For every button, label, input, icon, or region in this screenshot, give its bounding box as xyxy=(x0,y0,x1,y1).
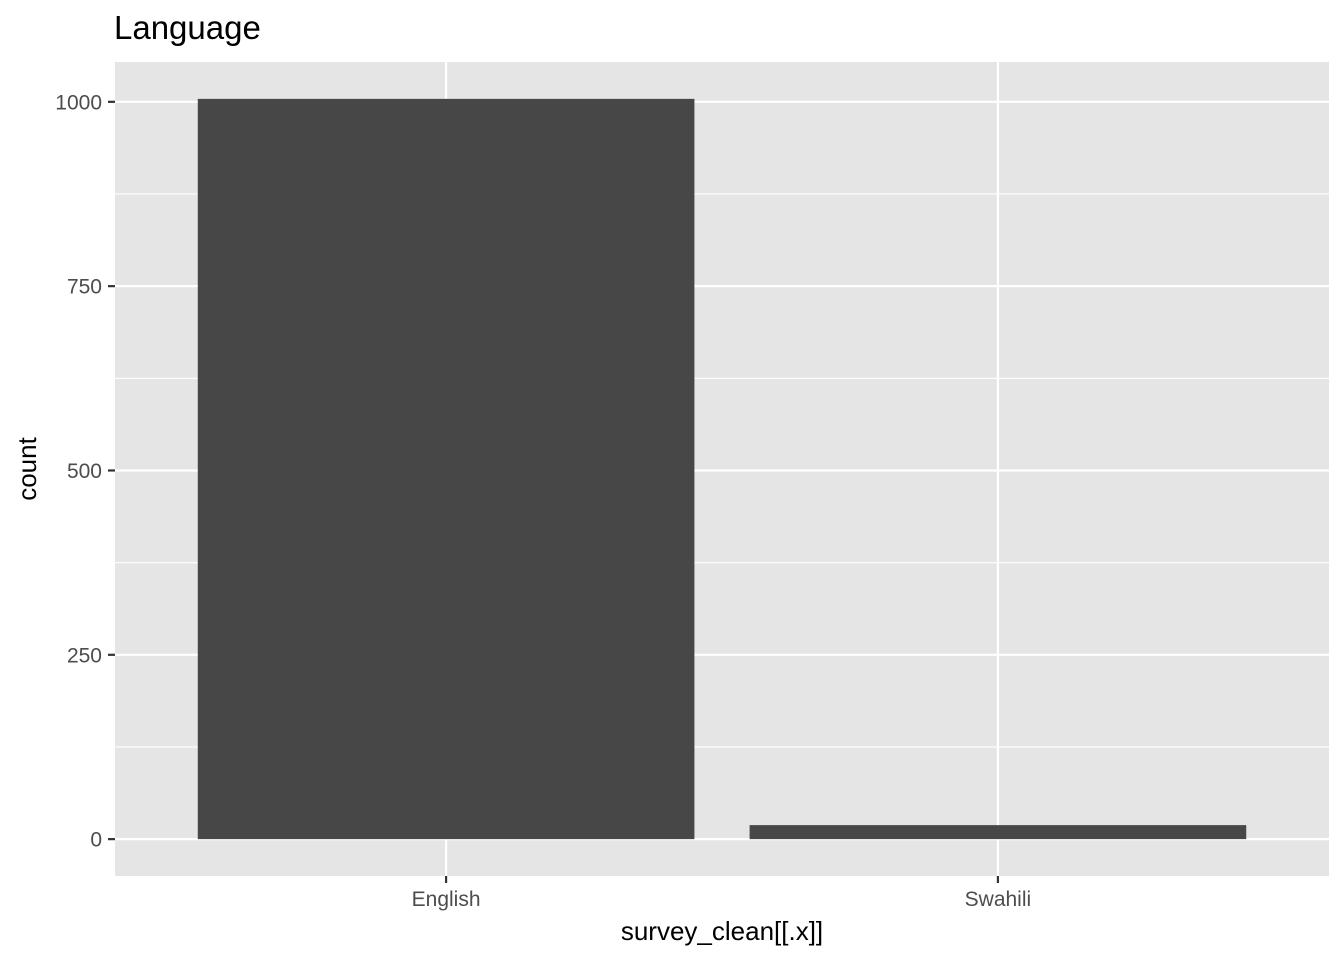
y-axis-title: count xyxy=(12,436,42,500)
y-tick-label: 500 xyxy=(67,460,102,483)
bar-swahili xyxy=(749,825,1247,840)
x-axis: English Swahili xyxy=(412,876,1032,911)
y-tick-label: 250 xyxy=(67,644,102,667)
chart-title: Language xyxy=(114,9,261,46)
y-tick-label: 0 xyxy=(90,829,102,852)
y-tick-label: 750 xyxy=(67,276,102,299)
bars xyxy=(197,98,1247,840)
y-axis: 0 250 500 750 1000 xyxy=(55,91,115,852)
y-tick-label: 1000 xyxy=(55,91,102,114)
bar-english xyxy=(197,98,695,840)
x-tick-label: English xyxy=(412,888,481,911)
x-axis-title: survey_clean[[.x]] xyxy=(621,916,823,946)
x-tick-label: Swahili xyxy=(965,888,1032,911)
